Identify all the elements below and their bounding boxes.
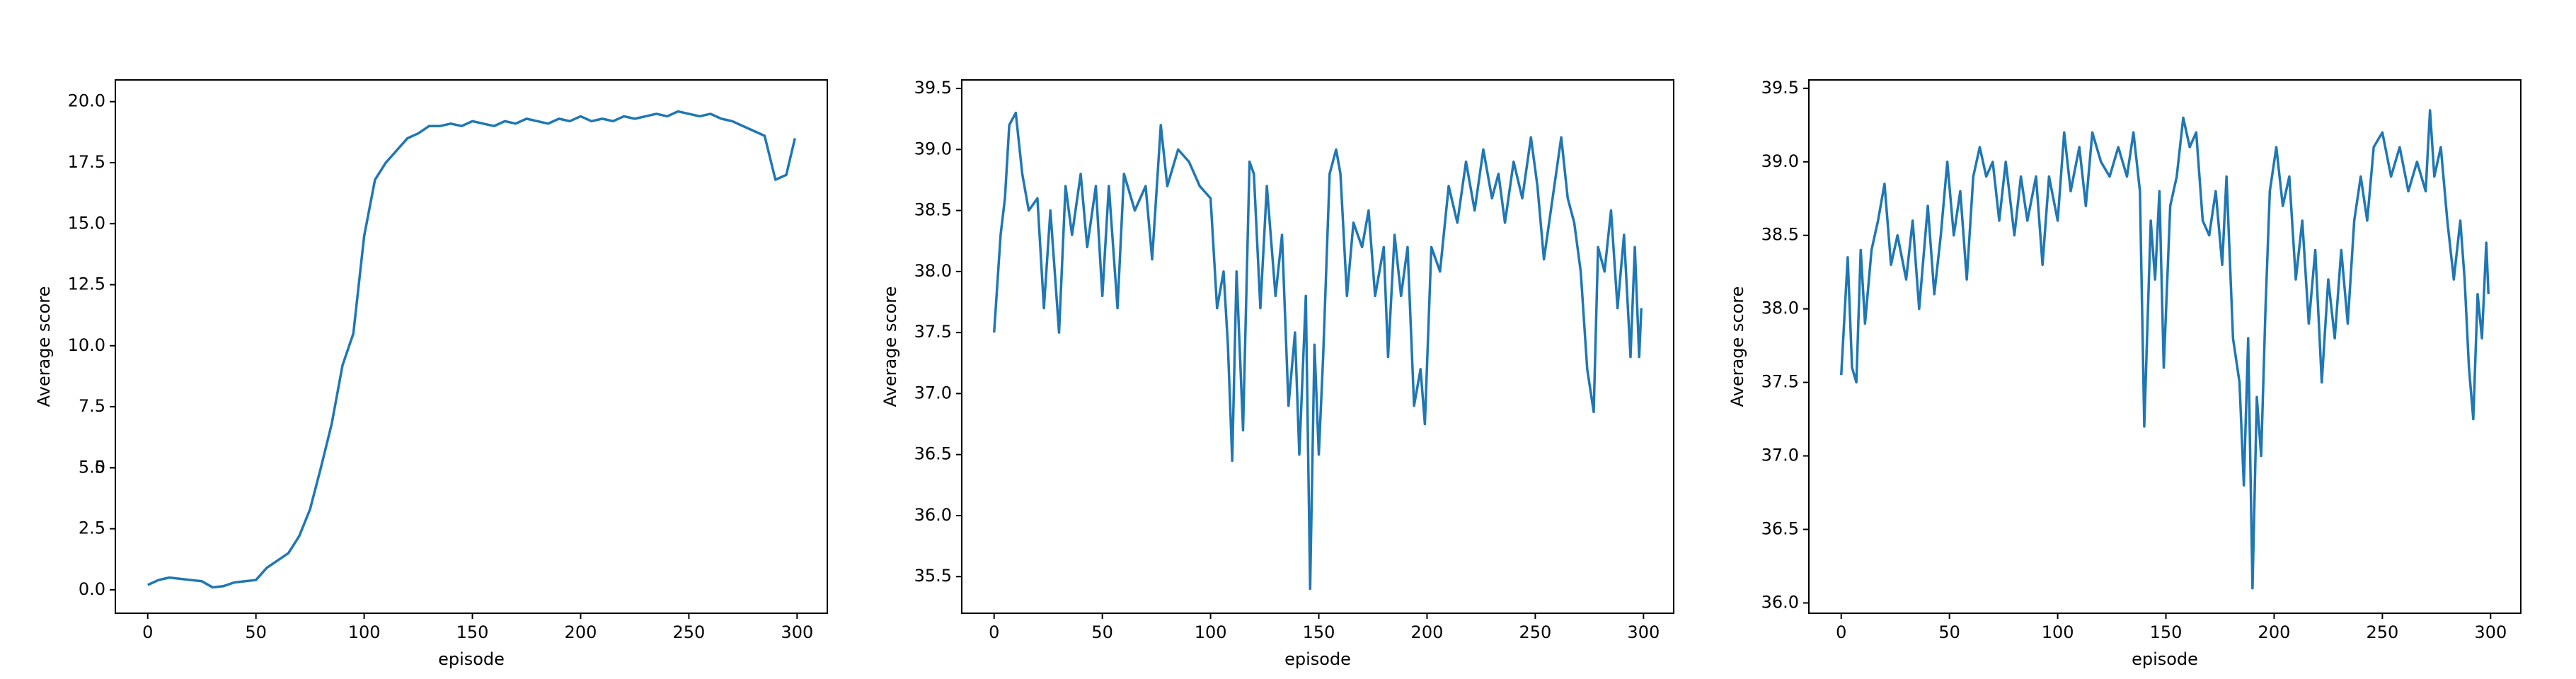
y-tick-label: 5 <box>95 457 105 477</box>
x-tick-label: 100 <box>2042 622 2074 642</box>
y-tick-label: 36.5 <box>1761 519 1799 539</box>
y-tick-label: 39.0 <box>1761 151 1799 171</box>
x-tick-label: 150 <box>1303 622 1335 642</box>
y-axis-label: Average score <box>34 286 54 407</box>
y-tick-label: 35.5 <box>914 566 952 586</box>
x-axis-label: episode <box>1284 649 1351 669</box>
data-line <box>992 111 1643 591</box>
x-tick-label: 200 <box>2258 622 2291 642</box>
y-tick-label: 39.5 <box>1761 78 1799 98</box>
y-tick-label: 36.0 <box>914 505 952 525</box>
y-tick-label: 37.5 <box>914 322 952 342</box>
y-tick-label: 15.0 <box>68 213 105 233</box>
x-tick-label: 100 <box>1195 622 1227 642</box>
x-tick-label: 0 <box>1836 622 1846 642</box>
y-tick-label: 2.5 <box>79 518 105 538</box>
x-tick-label: 50 <box>1938 622 1960 642</box>
x-tick-label: 300 <box>1627 622 1660 642</box>
x-tick-label: 250 <box>1519 622 1551 642</box>
x-tick-label: 100 <box>348 622 381 642</box>
y-tick-label: 20.0 <box>68 91 105 111</box>
x-tick-label: 250 <box>672 622 705 642</box>
x-tick-label: 300 <box>2474 622 2507 642</box>
x-tick-label: 200 <box>565 622 597 642</box>
y-tick-label: 7.5 <box>79 396 105 416</box>
x-tick-label: 250 <box>2366 622 2398 642</box>
y-tick-label: 5.0 <box>79 457 105 477</box>
x-tick-label: 0 <box>989 622 999 642</box>
y-tick-label: 38.5 <box>1761 225 1799 245</box>
y-tick-label: 37.5 <box>1761 372 1799 392</box>
y-tick-label: 37.0 <box>1761 446 1799 465</box>
y-axis-label: Average score <box>1727 286 1747 407</box>
x-tick-label: 0 <box>142 622 153 642</box>
x-tick-label: 150 <box>2150 622 2183 642</box>
axes-frame <box>115 79 828 614</box>
x-tick-label: 50 <box>1091 622 1113 642</box>
y-tick-label: 0.0 <box>79 579 105 599</box>
data-line <box>147 110 796 589</box>
y-tick-label: 39.5 <box>914 78 952 98</box>
axes-frame <box>1808 79 2522 614</box>
y-tick-label: 38.0 <box>914 261 952 281</box>
y-tick-label: 38.0 <box>1761 298 1799 318</box>
y-tick-label: 38.5 <box>914 200 952 220</box>
axes-frame <box>961 79 1674 614</box>
y-tick-label: 36.0 <box>1761 592 1799 612</box>
x-tick-label: 300 <box>781 622 813 642</box>
y-tick-label: 17.5 <box>68 152 105 172</box>
y-tick-label: 37.0 <box>914 383 952 402</box>
x-axis-label: episode <box>438 649 505 669</box>
data-line <box>1839 109 2490 590</box>
y-tick-label: 12.5 <box>68 274 105 294</box>
x-tick-label: 150 <box>456 622 489 642</box>
x-axis-label: episode <box>2132 649 2198 669</box>
x-tick-label: 200 <box>1411 622 1444 642</box>
y-tick-label: 10.0 <box>68 335 105 355</box>
y-tick-label: 39.0 <box>914 139 952 158</box>
y-tick-label: 36.5 <box>914 444 952 464</box>
x-tick-label: 50 <box>245 622 267 642</box>
y-axis-label: Average score <box>880 286 900 407</box>
